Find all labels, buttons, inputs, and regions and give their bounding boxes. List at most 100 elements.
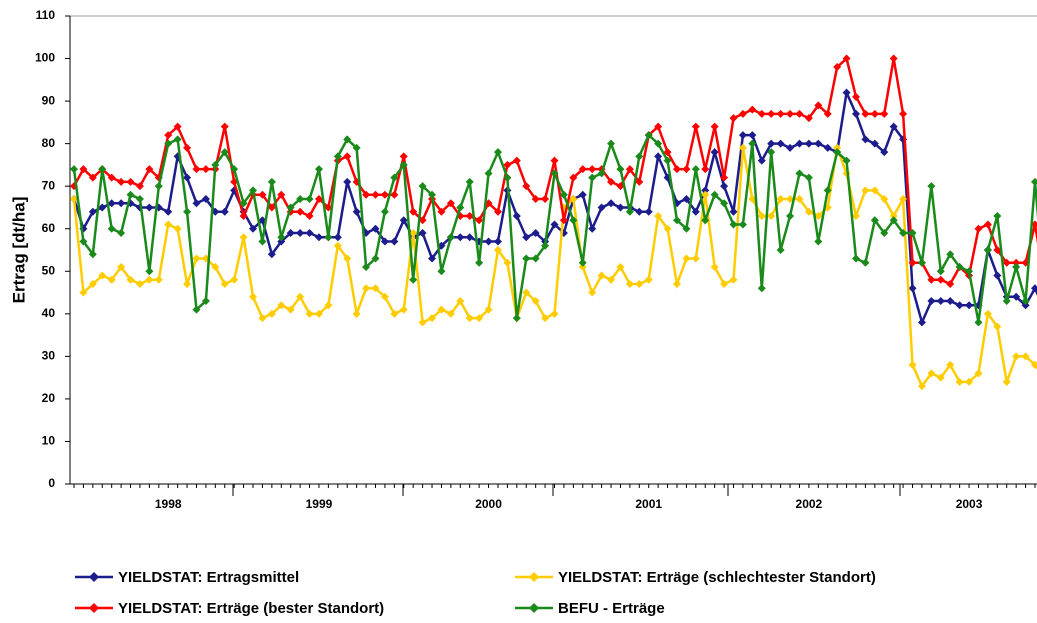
data-point (927, 275, 936, 284)
data-point (1031, 284, 1037, 293)
legend-label: YIELDSTAT: Erträge (schlechtester Stando… (558, 569, 876, 586)
data-point (682, 165, 691, 174)
data-point (211, 160, 220, 169)
data-point (446, 199, 455, 208)
data-point (889, 211, 898, 220)
data-point (503, 258, 512, 267)
data-point (795, 109, 804, 118)
series (70, 142, 1037, 391)
series (70, 54, 1037, 289)
data-point (399, 152, 408, 161)
data-point (654, 122, 663, 131)
data-point (946, 297, 955, 306)
data-point (239, 211, 248, 220)
data-point (1021, 301, 1030, 310)
data-point (804, 139, 813, 148)
data-point (738, 109, 747, 118)
data-point (946, 360, 955, 369)
data-point (663, 148, 672, 157)
data-point (578, 165, 587, 174)
data-point (691, 254, 700, 263)
data-point (691, 165, 700, 174)
data-point (833, 143, 842, 152)
data-point (305, 194, 314, 203)
data-point (484, 305, 493, 314)
data-point (1012, 292, 1021, 301)
data-point (484, 169, 493, 178)
data-point (1012, 263, 1021, 272)
data-point (437, 305, 446, 314)
data-point (277, 190, 286, 199)
legend-label: YIELDSTAT: Erträge (bester Standort) (118, 600, 384, 617)
data-point (814, 237, 823, 246)
data-point (955, 263, 964, 272)
data-point (117, 228, 126, 237)
data-point (88, 207, 97, 216)
data-point (861, 109, 870, 118)
data-point (314, 165, 323, 174)
data-point (117, 177, 126, 186)
data-point (418, 228, 427, 237)
data-point (211, 263, 220, 272)
y-tick-label: 70 (42, 178, 56, 192)
y-tick-label: 10 (42, 434, 56, 448)
data-point (145, 275, 154, 284)
data-point (531, 254, 540, 263)
data-point (352, 143, 361, 152)
y-tick-label: 40 (42, 306, 56, 320)
data-point (635, 207, 644, 216)
legend-marker (529, 572, 539, 582)
data-point (993, 322, 1002, 331)
data-point (974, 318, 983, 327)
data-point (371, 224, 380, 233)
data-point (541, 314, 550, 323)
data-point (541, 241, 550, 250)
data-point (767, 148, 776, 157)
data-point (145, 165, 154, 174)
data-point (842, 88, 851, 97)
x-tick-label: 1998 (155, 497, 182, 511)
data-point (362, 190, 371, 199)
data-point (748, 105, 757, 114)
data-point (79, 288, 88, 297)
data-point (230, 165, 239, 174)
data-point (107, 173, 116, 182)
legend-label: YIELDSTAT: Ertragsmittel (118, 569, 299, 586)
data-point (258, 237, 267, 246)
data-point (531, 228, 540, 237)
data-point (107, 275, 116, 284)
data-point (578, 190, 587, 199)
data-point (710, 190, 719, 199)
data-point (98, 271, 107, 280)
data-point (870, 186, 879, 195)
data-point (343, 254, 352, 263)
data-point (701, 186, 710, 195)
data-point (456, 203, 465, 212)
data-point (70, 194, 78, 203)
data-point (98, 203, 107, 212)
data-point (258, 190, 267, 199)
data-point (79, 237, 88, 246)
data-point (409, 228, 418, 237)
y-tick-label: 80 (42, 136, 56, 150)
data-point (917, 382, 926, 391)
x-tick-label: 2003 (956, 497, 983, 511)
data-point (625, 280, 634, 289)
data-point (192, 305, 201, 314)
data-point (135, 280, 144, 289)
data-point (710, 148, 719, 157)
data-point (220, 280, 229, 289)
data-point (201, 194, 210, 203)
data-point (588, 165, 597, 174)
data-point (786, 143, 795, 152)
data-point (635, 280, 644, 289)
year-separators (232, 484, 901, 496)
data-point (672, 165, 681, 174)
data-point (531, 194, 540, 203)
data-point (286, 228, 295, 237)
y-tick-label: 100 (35, 51, 55, 65)
data-point (512, 211, 521, 220)
data-point (380, 237, 389, 246)
data-point (192, 165, 201, 174)
data-point (889, 54, 898, 63)
